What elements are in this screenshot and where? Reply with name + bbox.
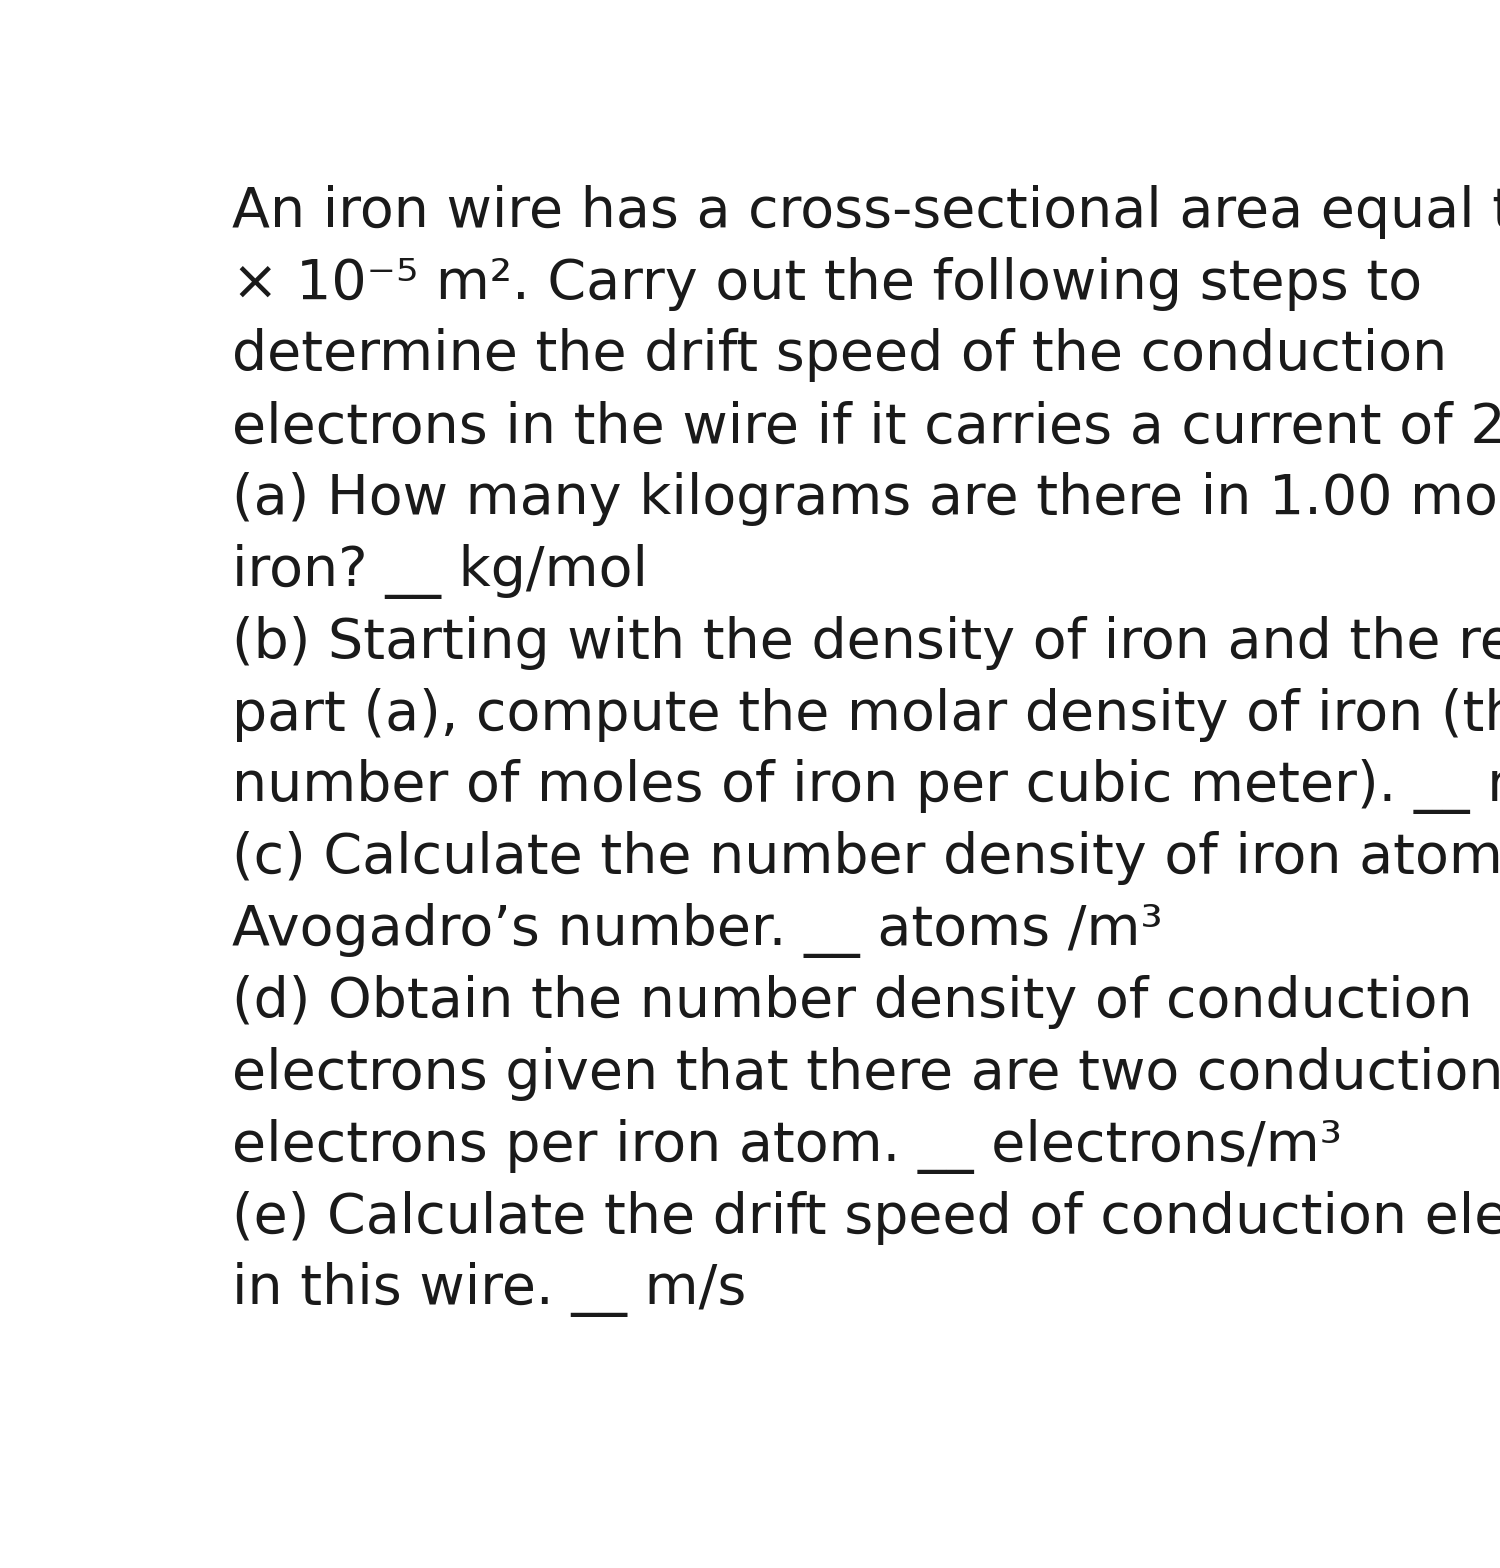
Text: × 10⁻⁵ m². Carry out the following steps to: × 10⁻⁵ m². Carry out the following steps…: [231, 257, 1422, 310]
Text: An iron wire has a cross-sectional area equal to 1.30: An iron wire has a cross-sectional area …: [231, 185, 1500, 238]
Text: iron? __ kg/mol: iron? __ kg/mol: [231, 544, 648, 599]
Text: (d) Obtain the number density of conduction: (d) Obtain the number density of conduct…: [231, 975, 1473, 1029]
Text: Avogadro’s number. __ atoms /m³: Avogadro’s number. __ atoms /m³: [231, 903, 1162, 958]
Text: electrons per iron atom. __ electrons/m³: electrons per iron atom. __ electrons/m³: [231, 1118, 1341, 1174]
Text: number of moles of iron per cubic meter). __ mol/m³: number of moles of iron per cubic meter)…: [231, 759, 1500, 814]
Text: determine the drift speed of the conduction: determine the drift speed of the conduct…: [231, 328, 1448, 383]
Text: part (a), compute the molar density of iron (the: part (a), compute the molar density of i…: [231, 688, 1500, 742]
Text: (e) Calculate the drift speed of conduction electrons: (e) Calculate the drift speed of conduct…: [231, 1190, 1500, 1245]
Text: in this wire. __ m/s: in this wire. __ m/s: [231, 1262, 746, 1317]
Text: electrons given that there are two conduction: electrons given that there are two condu…: [231, 1047, 1500, 1101]
Text: (a) How many kilograms are there in 1.00 mole of: (a) How many kilograms are there in 1.00…: [231, 472, 1500, 527]
Text: electrons in the wire if it carries a current of 25.0 A.: electrons in the wire if it carries a cu…: [231, 400, 1500, 455]
Text: (c) Calculate the number density of iron atoms using: (c) Calculate the number density of iron…: [231, 831, 1500, 886]
Text: (b) Starting with the density of iron and the result of: (b) Starting with the density of iron an…: [231, 616, 1500, 670]
